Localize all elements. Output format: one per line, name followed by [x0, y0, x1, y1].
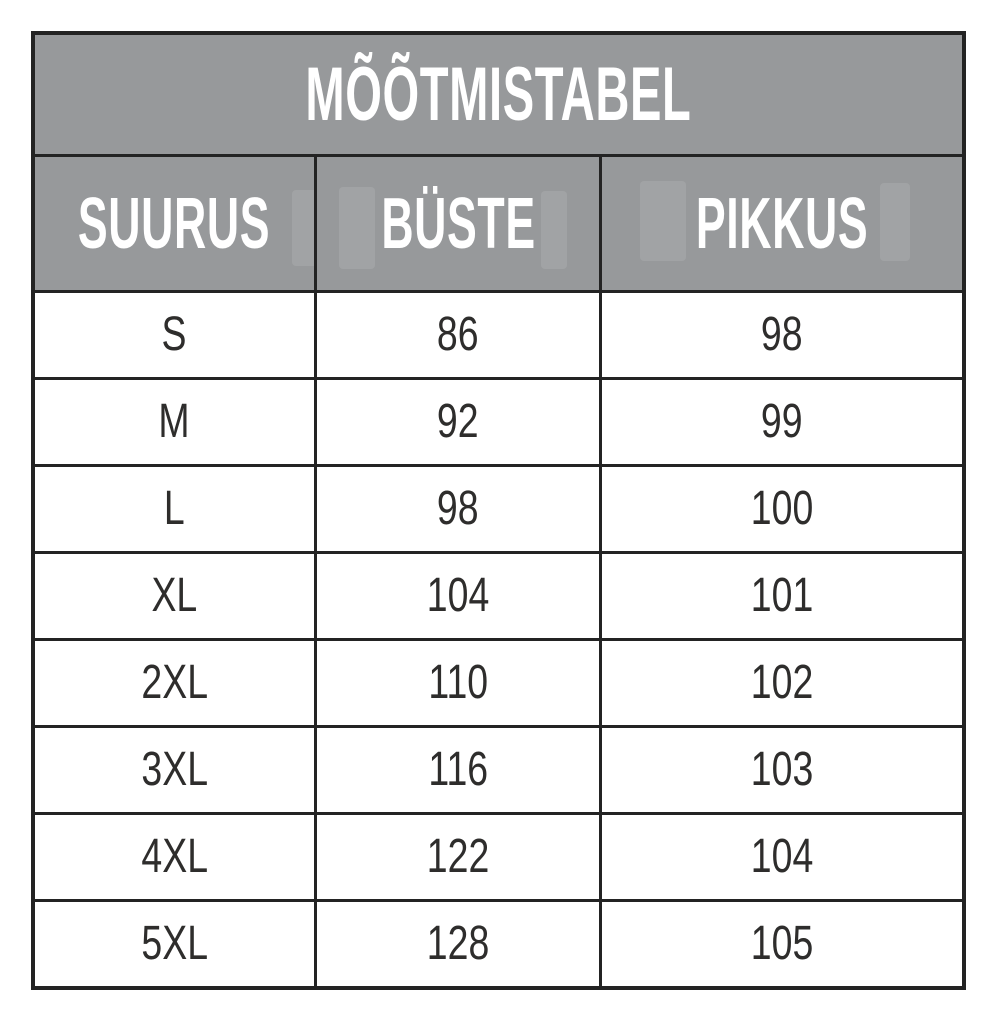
header-label-suurus: SUURUS	[78, 183, 271, 264]
header-cell-suurus: SUURUS	[35, 157, 317, 290]
pikkus-value: 104	[750, 830, 814, 883]
cell-buste: 122	[317, 815, 603, 899]
cell-buste: 110	[317, 641, 603, 725]
size-value: S	[161, 308, 187, 361]
table-title-row: MÕÕTMISTABEL	[35, 35, 962, 157]
cell-size: L	[35, 467, 317, 551]
header-label-pikkus: PIKKUS	[695, 183, 869, 264]
header-label-buste: BÜSTE	[380, 183, 536, 264]
cell-pikkus: 99	[602, 380, 962, 464]
cell-buste: 86	[317, 293, 603, 377]
size-value: M	[158, 395, 190, 448]
table-row: L 98 100	[35, 467, 962, 554]
cell-pikkus: 104	[602, 815, 962, 899]
pikkus-value: 102	[750, 656, 814, 709]
buste-value: 128	[426, 917, 490, 970]
size-value: 4XL	[141, 830, 208, 883]
buste-value: 92	[437, 395, 479, 448]
buste-value: 116	[428, 743, 488, 796]
cell-buste: 104	[317, 554, 603, 638]
size-value: L	[163, 482, 185, 535]
ghost-artifact	[541, 191, 568, 269]
cell-buste: 92	[317, 380, 603, 464]
table-header-row: SUURUS BÜSTE PIKKUS	[35, 157, 962, 293]
table-row: M 92 99	[35, 380, 962, 467]
table-row: 5XL 128 105	[35, 902, 962, 986]
buste-value: 86	[437, 308, 479, 361]
buste-value: 104	[426, 569, 490, 622]
pikkus-value: 103	[750, 743, 814, 796]
table-row: 2XL 110 102	[35, 641, 962, 728]
cell-size: 5XL	[35, 902, 317, 986]
header-cell-pikkus: PIKKUS	[602, 157, 962, 290]
cell-pikkus: 100	[602, 467, 962, 551]
ghost-artifact	[291, 190, 314, 266]
cell-buste: 128	[317, 902, 603, 986]
cell-pikkus: 101	[602, 554, 962, 638]
cell-size: S	[35, 293, 317, 377]
header-cell-buste: BÜSTE	[317, 157, 603, 290]
ghost-artifact	[879, 183, 910, 261]
cell-pikkus: 102	[602, 641, 962, 725]
ghost-artifact	[338, 187, 375, 269]
table-title: MÕÕTMISTABEL	[305, 51, 692, 137]
buste-value: 122	[426, 830, 490, 883]
pikkus-value: 99	[761, 395, 803, 448]
size-chart-table: MÕÕTMISTABEL SUURUS BÜSTE PIKKUS S 86 98…	[31, 31, 966, 990]
cell-pikkus: 98	[602, 293, 962, 377]
pikkus-value: 105	[750, 917, 814, 970]
size-value: 3XL	[141, 743, 208, 796]
pikkus-value: 101	[750, 569, 814, 622]
pikkus-value: 98	[761, 308, 803, 361]
size-value: 5XL	[141, 917, 208, 970]
cell-size: 3XL	[35, 728, 317, 812]
cell-size: XL	[35, 554, 317, 638]
cell-size: M	[35, 380, 317, 464]
table-row: XL 104 101	[35, 554, 962, 641]
cell-size: 2XL	[35, 641, 317, 725]
cell-pikkus: 105	[602, 902, 962, 986]
size-value: 2XL	[141, 656, 208, 709]
table-row: 4XL 122 104	[35, 815, 962, 902]
buste-value: 110	[428, 656, 488, 709]
pikkus-value: 100	[750, 482, 814, 535]
table-row: 3XL 116 103	[35, 728, 962, 815]
cell-pikkus: 103	[602, 728, 962, 812]
cell-size: 4XL	[35, 815, 317, 899]
cell-buste: 116	[317, 728, 603, 812]
ghost-artifact	[640, 181, 687, 261]
buste-value: 98	[437, 482, 479, 535]
table-row: S 86 98	[35, 293, 962, 380]
cell-buste: 98	[317, 467, 603, 551]
size-value: XL	[151, 569, 198, 622]
